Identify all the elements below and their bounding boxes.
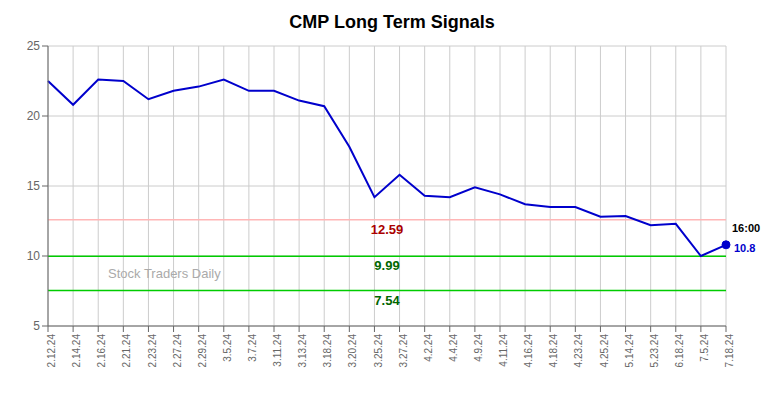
svg-text:7.54: 7.54: [374, 293, 400, 308]
svg-text:4.23.24: 4.23.24: [573, 334, 584, 368]
svg-text:3.25.24: 3.25.24: [373, 334, 384, 368]
svg-text:2.29.24: 2.29.24: [197, 334, 208, 368]
svg-text:4.25.24: 4.25.24: [599, 334, 610, 368]
svg-text:16:00: 16:00: [732, 222, 760, 234]
svg-text:2.12.24: 2.12.24: [46, 334, 57, 368]
html-text:CMP Long Term Signals: CMP Long Term Signals: [289, 12, 495, 32]
svg-text:10.8: 10.8: [734, 242, 755, 254]
svg-text:4.18.24: 4.18.24: [548, 334, 559, 368]
svg-text:4.2.24: 4.2.24: [423, 334, 434, 362]
svg-text:3.20.24: 3.20.24: [347, 334, 358, 368]
svg-text:15: 15: [27, 179, 41, 193]
svg-text:10: 10: [27, 249, 41, 263]
svg-text:12.59: 12.59: [371, 222, 404, 237]
svg-text:2.27.24: 2.27.24: [172, 334, 183, 368]
svg-text:4.4.24: 4.4.24: [448, 334, 459, 362]
svg-text:2.14.24: 2.14.24: [71, 334, 82, 368]
svg-text:20: 20: [27, 109, 41, 123]
svg-text:25: 25: [27, 39, 41, 53]
svg-text:3.18.24: 3.18.24: [322, 334, 333, 368]
svg-text:5.23.24: 5.23.24: [649, 334, 660, 368]
svg-text:3.13.24: 3.13.24: [297, 334, 308, 368]
svg-text:3.11.24: 3.11.24: [272, 334, 283, 367]
svg-text:5.14.24: 5.14.24: [624, 334, 635, 368]
svg-text:6.18.24: 6.18.24: [674, 334, 685, 368]
svg-text:7.5.24: 7.5.24: [699, 334, 710, 362]
svg-text:3.7.24: 3.7.24: [247, 334, 258, 362]
svg-text:2.21.24: 2.21.24: [121, 334, 132, 368]
svg-text:2.23.24: 2.23.24: [147, 334, 158, 368]
html-text:Stock Traders Daily: Stock Traders Daily: [108, 266, 221, 281]
svg-text:7.18.24: 7.18.24: [724, 334, 735, 368]
svg-text:3.5.24: 3.5.24: [222, 334, 233, 362]
svg-text:5: 5: [33, 319, 40, 333]
svg-text:2.16.24: 2.16.24: [96, 334, 107, 368]
svg-text:4.16.24: 4.16.24: [523, 334, 534, 368]
svg-text:9.99: 9.99: [374, 258, 399, 273]
svg-text:3.27.24: 3.27.24: [398, 334, 409, 368]
svg-text:4.9.24: 4.9.24: [473, 334, 484, 362]
svg-text:4.11.24: 4.11.24: [498, 334, 509, 367]
